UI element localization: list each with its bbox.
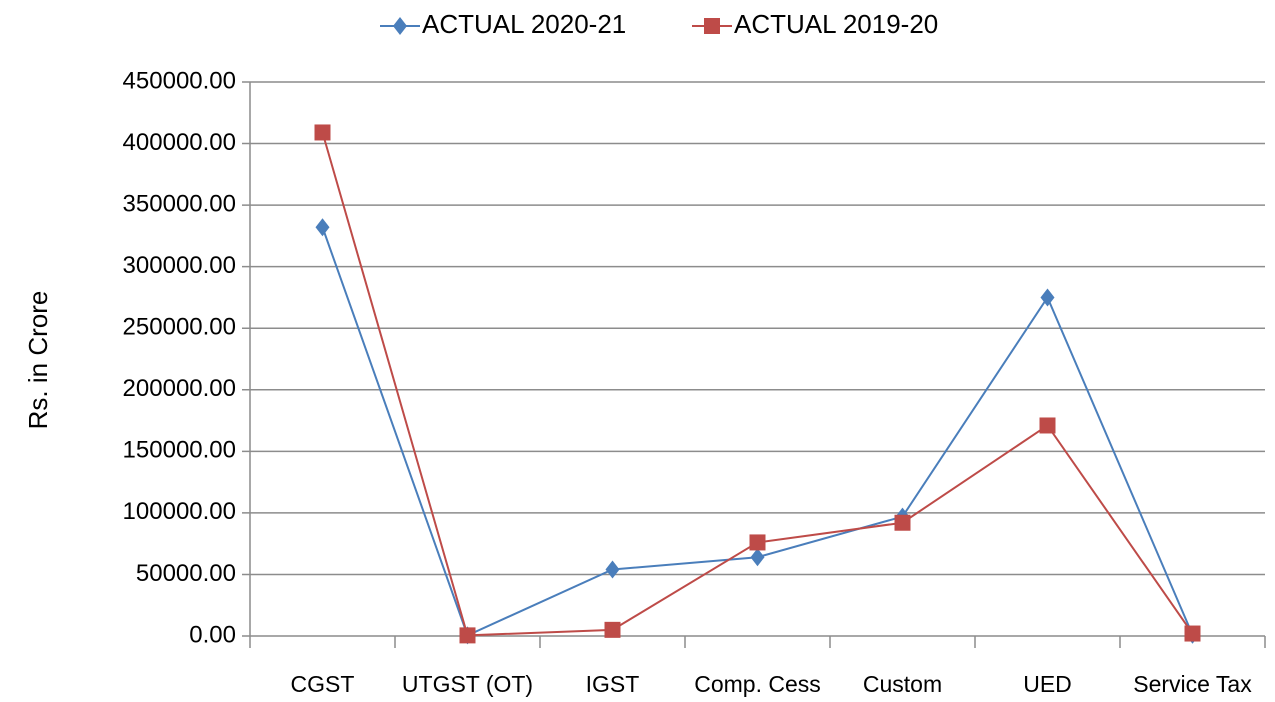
y-tick-label: 50000.00	[136, 560, 236, 587]
y-tick-label: 450000.00	[123, 67, 236, 94]
point	[605, 560, 620, 579]
legend-marker	[704, 18, 720, 34]
legend-marker	[393, 17, 407, 35]
y-tick-label: 200000.00	[123, 375, 236, 402]
y-tick-label: 300000.00	[123, 252, 236, 279]
point	[459, 627, 476, 644]
x-tick-label: Custom	[863, 671, 942, 697]
y-tick-label: 0.00	[189, 621, 236, 648]
point	[1039, 417, 1056, 434]
point	[894, 514, 911, 531]
x-tick-label: IGST	[586, 671, 640, 697]
point	[1040, 288, 1055, 307]
y-axis-label: Rs. in Crore	[23, 291, 53, 430]
legend-label: ACTUAL 2020-21	[422, 9, 626, 39]
x-tick-label: Comp. Cess	[694, 671, 821, 697]
point	[749, 534, 766, 551]
y-tick-label: 250000.00	[123, 314, 236, 341]
x-tick-label: CGST	[291, 671, 355, 697]
point	[315, 218, 330, 237]
legend-label: ACTUAL 2019-20	[734, 9, 938, 39]
point	[750, 548, 765, 567]
point	[604, 621, 621, 638]
x-tick-label: UED	[1023, 671, 1072, 697]
x-tick-label: UTGST (OT)	[402, 671, 533, 697]
point	[1184, 625, 1201, 642]
y-tick-label: 150000.00	[123, 437, 236, 464]
y-tick-label: 400000.00	[123, 129, 236, 156]
point	[314, 124, 331, 141]
y-tick-label: 100000.00	[123, 498, 236, 525]
x-tick-label: Service Tax	[1133, 671, 1252, 697]
y-tick-label: 350000.00	[123, 190, 236, 217]
